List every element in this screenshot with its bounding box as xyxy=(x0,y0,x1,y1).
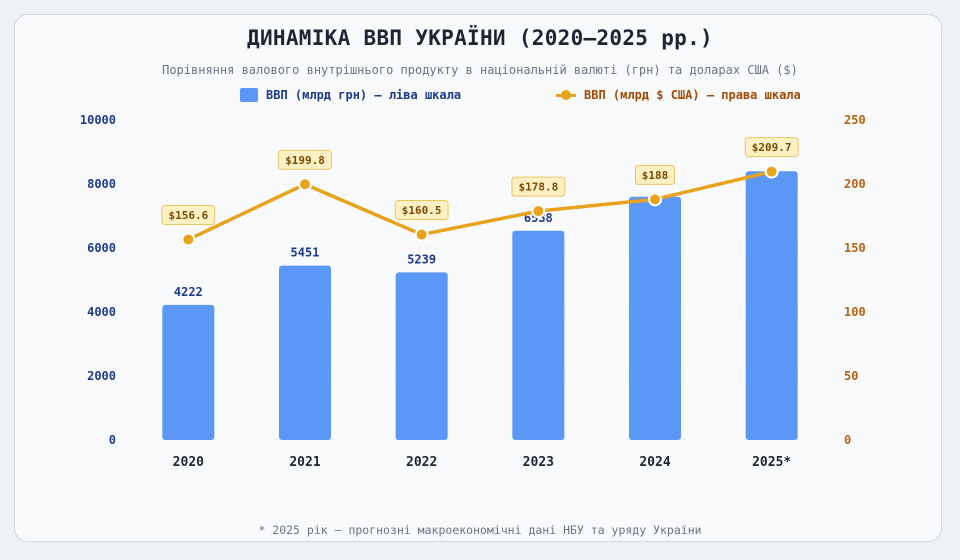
line-series-path xyxy=(186,169,774,242)
y-left-tick-label: 10000 xyxy=(80,113,116,127)
line-point xyxy=(764,164,779,179)
bar xyxy=(279,265,331,440)
line-point xyxy=(298,177,312,192)
y-right-tick-label: 0 xyxy=(844,433,851,447)
bar xyxy=(745,171,798,440)
x-tick-label: 2025* xyxy=(752,455,791,470)
y-left-tick-label: 2000 xyxy=(87,369,116,383)
line-value-label: $156.6 xyxy=(168,209,208,222)
bar-value-label: 4222 xyxy=(174,285,203,299)
x-tick-label: 2021 xyxy=(289,455,320,470)
x-tick-label: 2024 xyxy=(639,455,670,470)
bar-value-label: 5451 xyxy=(291,246,320,260)
bar xyxy=(512,230,565,440)
legend-bar-swatch xyxy=(240,88,258,102)
line-point xyxy=(181,232,196,247)
bar xyxy=(162,304,215,440)
line-point xyxy=(414,227,429,242)
line-value-label: $209.7 xyxy=(752,141,792,154)
line-point xyxy=(648,192,662,207)
line-point xyxy=(531,204,546,219)
y-left-tick-label: 6000 xyxy=(87,241,116,255)
legend-item-line-series: ВВП (млрд $ США) — права шкала xyxy=(556,88,801,102)
bar-value-label: 5239 xyxy=(407,252,436,266)
line-value-box xyxy=(511,176,566,197)
bar xyxy=(629,196,681,440)
x-tick-label: 2023 xyxy=(523,455,554,470)
chart-subtitle: Порівняння валового внутрішнього продукт… xyxy=(162,63,798,77)
chart-title: ДИНАМІКА ВВП УКРАЇНИ (2020–2025 рр.) xyxy=(247,26,713,50)
legend-item-bar-series: ВВП (млрд грн) — ліва шкала xyxy=(240,88,461,102)
line-value-box xyxy=(634,164,676,185)
x-tick-label: 2020 xyxy=(173,455,204,470)
legend-line-label: ВВП (млрд $ США) — права шкала xyxy=(584,88,801,102)
y-right-tick-label: 150 xyxy=(844,241,866,255)
bar xyxy=(395,272,448,440)
y-right-tick-label: 50 xyxy=(844,369,858,383)
y-right-tick-label: 250 xyxy=(844,113,866,127)
line-value-box xyxy=(744,137,799,158)
y-left-tick-label: 0 xyxy=(109,433,116,447)
y-right-tick-label: 100 xyxy=(844,305,866,319)
line-value-label: $178.8 xyxy=(518,181,558,194)
legend-line-swatch xyxy=(556,88,576,102)
line-value-box xyxy=(394,200,449,221)
footnote: * 2025 рік — прогнозні макроекономічні д… xyxy=(258,523,702,537)
y-left-tick-label: 4000 xyxy=(87,305,116,319)
line-value-label: $160.5 xyxy=(402,204,442,217)
line-value-box xyxy=(161,205,216,226)
line-value-label: $199.8 xyxy=(285,154,325,167)
x-tick-label: 2022 xyxy=(406,455,437,470)
y-right-tick-label: 200 xyxy=(844,177,866,191)
y-left-tick-label: 8000 xyxy=(87,177,116,191)
line-value-label: $188 xyxy=(642,169,669,182)
legend-bar-label: ВВП (млрд грн) — ліва шкала xyxy=(266,88,462,102)
line-value-box xyxy=(278,149,332,170)
